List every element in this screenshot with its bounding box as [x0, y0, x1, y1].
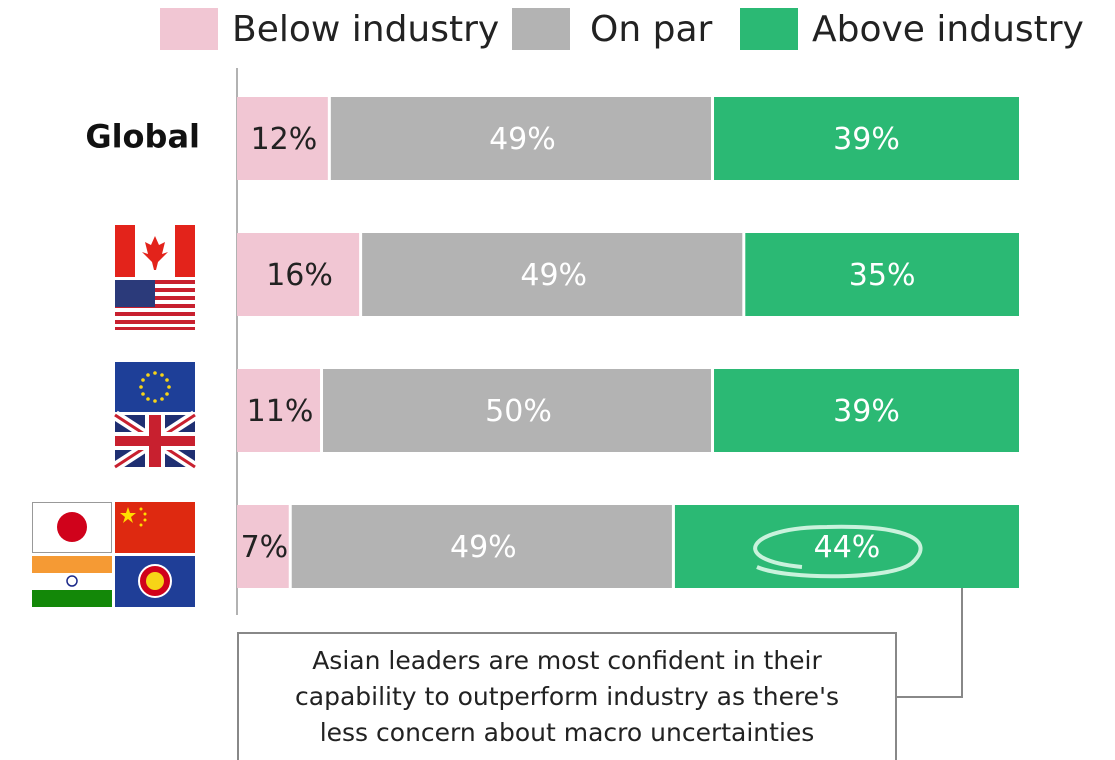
value-label: 49% [489, 122, 556, 157]
flag-canada [115, 225, 195, 277]
bar-segment [330, 97, 712, 180]
annotation-text: less concern about macro uncertainties [320, 718, 815, 747]
flag-china [115, 502, 195, 553]
flag-eu [115, 362, 195, 412]
highlight-circle [753, 524, 923, 579]
value-label: 16% [266, 258, 333, 293]
value-label: 12% [251, 122, 318, 157]
value-label: 7% [241, 530, 289, 565]
bar-segment [714, 97, 1019, 180]
bar-segment [237, 97, 328, 180]
annotation-box [237, 632, 897, 760]
value-label: 44% [814, 530, 881, 565]
value-label: 49% [520, 258, 587, 293]
bar-segment [237, 369, 321, 452]
value-label: 35% [849, 258, 916, 293]
legend-swatch [512, 8, 570, 50]
flag-india [32, 556, 112, 607]
legend-swatch [740, 8, 798, 50]
value-label: 50% [485, 394, 552, 429]
annotation-text: capability to outperform industry as the… [295, 682, 839, 711]
bar-segment [362, 233, 743, 316]
legend-label: Below industry [232, 9, 499, 50]
bar-segment [237, 233, 360, 316]
bar-segment [237, 505, 289, 588]
value-label: 11% [247, 394, 314, 429]
legend-swatch [160, 8, 218, 50]
annotation-text: Asian leaders are most confident in thei… [312, 646, 822, 675]
category-label: Global [85, 118, 200, 156]
bar-segment [714, 369, 1019, 452]
flag-usa [115, 280, 195, 330]
flag-asean [115, 556, 195, 607]
bar-segment [745, 233, 1019, 316]
bar-segment [291, 505, 672, 588]
legend-label: Above industry [812, 9, 1084, 50]
flag-uk [112, 410, 198, 472]
value-label: 39% [833, 122, 900, 157]
legend-label: On par [590, 9, 713, 50]
connector [896, 575, 963, 698]
flag-japan [32, 502, 112, 553]
bar-segment [323, 369, 712, 452]
value-label: 49% [450, 530, 517, 565]
value-label: 39% [833, 394, 900, 429]
